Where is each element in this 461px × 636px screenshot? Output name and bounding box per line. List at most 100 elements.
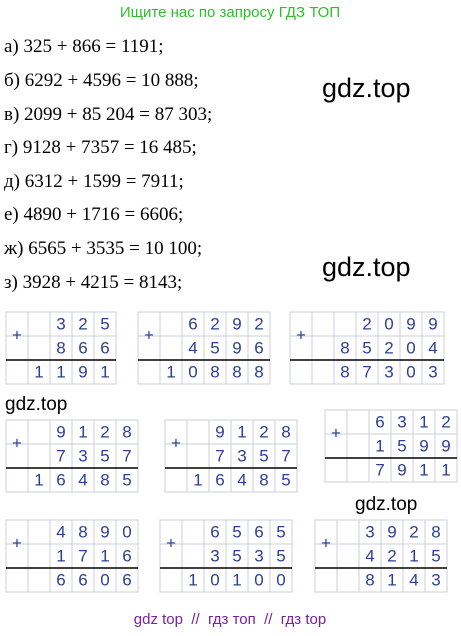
digit: 6: [78, 338, 87, 357]
digit: 8: [78, 522, 87, 541]
digit: 0: [210, 570, 219, 589]
digit: 4: [409, 570, 418, 589]
digit: 5: [259, 446, 268, 465]
grid-cell: [336, 543, 360, 569]
equation: а) 325 + 866 = 1191;: [4, 36, 164, 57]
digit: 2: [409, 522, 418, 541]
plus-sign: +: [331, 423, 341, 442]
digit: 8: [122, 422, 131, 441]
digit: 5: [100, 314, 109, 333]
digit: 6: [254, 522, 263, 541]
digit: 7: [362, 362, 371, 381]
grid-cell: [5, 467, 29, 493]
digit: 8: [232, 362, 241, 381]
plus-sign: +: [166, 533, 176, 552]
digit: 1: [188, 570, 197, 589]
digit: 7: [56, 446, 65, 465]
digit: 9: [387, 522, 396, 541]
grid-cell: [27, 519, 51, 545]
digit: 5: [232, 546, 241, 565]
digit: 2: [384, 338, 393, 357]
grid-cell: [27, 443, 51, 469]
digit: 1: [56, 362, 65, 381]
grid-cell: [159, 311, 183, 337]
header: Ищите нас по запросу ГДЗ ТОП: [120, 4, 340, 21]
digit: 3: [210, 546, 219, 565]
digit: 8: [340, 338, 349, 357]
digit: 0: [384, 314, 393, 333]
digit: 6: [122, 546, 131, 565]
equation: е) 4890 + 1716 = 6606;: [4, 204, 183, 225]
digit: 1: [387, 570, 396, 589]
digit: 4: [237, 470, 246, 489]
digit: 6: [215, 470, 224, 489]
digit: 7: [215, 446, 224, 465]
digit: 6: [254, 338, 263, 357]
equation: г) 9128 + 7357 = 16 485;: [4, 137, 197, 158]
digit: 1: [34, 362, 43, 381]
digit: 9: [232, 314, 241, 333]
digit: 9: [441, 436, 450, 455]
digit: 5: [276, 522, 285, 541]
grid-cell: [289, 359, 313, 385]
digit: 2: [100, 422, 109, 441]
digit: 9: [56, 422, 65, 441]
digit: 0: [406, 362, 415, 381]
equation: в) 2099 + 85 204 = 87 303;: [4, 104, 212, 125]
watermark: gdz.top: [355, 494, 417, 515]
digit: 9: [406, 314, 415, 333]
digit: 8: [365, 570, 374, 589]
digit: 9: [419, 436, 428, 455]
digit: 3: [384, 362, 393, 381]
digit: 1: [375, 436, 384, 455]
digit: 2: [387, 546, 396, 565]
plus-sign: +: [144, 325, 154, 344]
digit: 7: [122, 446, 131, 465]
digit: 1: [409, 546, 418, 565]
grid-cell: [164, 467, 188, 493]
digit: 0: [406, 338, 415, 357]
digit: 3: [428, 362, 437, 381]
grid-cell: [346, 433, 370, 459]
grid-cell: [181, 543, 205, 569]
digit: 1: [419, 460, 428, 479]
digit: 4: [365, 546, 374, 565]
digit: 5: [100, 446, 109, 465]
digit: 1: [100, 546, 109, 565]
grid-cell: [5, 359, 29, 385]
digit: 2: [210, 314, 219, 333]
grid-cell: [181, 519, 205, 545]
equation: з) 3928 + 4215 = 8143;: [4, 272, 182, 293]
digit: 3: [56, 314, 65, 333]
grid-cell: [311, 359, 335, 385]
digit: 4: [78, 470, 87, 489]
grid-cell: [311, 311, 335, 337]
grid-cell: [27, 335, 51, 361]
grid-cell: [27, 543, 51, 569]
digit: 1: [166, 362, 175, 381]
digit: 9: [232, 338, 241, 357]
grid-cell: [27, 567, 51, 593]
digit: 9: [215, 422, 224, 441]
digit: 5: [362, 338, 371, 357]
equation: д) 6312 + 1599 = 7911;: [4, 171, 184, 192]
digit: 3: [78, 446, 87, 465]
digit: 4: [188, 338, 197, 357]
grid-cell: [311, 335, 335, 361]
digit: 1: [419, 412, 428, 431]
digit: 9: [100, 522, 109, 541]
grid-cell: [27, 311, 51, 337]
digit: 7: [375, 460, 384, 479]
digit: 5: [397, 436, 406, 455]
digit: 8: [431, 522, 440, 541]
digit: 2: [78, 314, 87, 333]
digit: 7: [281, 446, 290, 465]
digit: 4: [56, 522, 65, 541]
digit: 3: [237, 446, 246, 465]
digit: 1: [78, 422, 87, 441]
grid-cell: [346, 409, 370, 435]
grid-cell: [186, 419, 210, 445]
digit: 1: [237, 422, 246, 441]
grid-cell: [5, 567, 29, 593]
digit: 7: [78, 546, 87, 565]
